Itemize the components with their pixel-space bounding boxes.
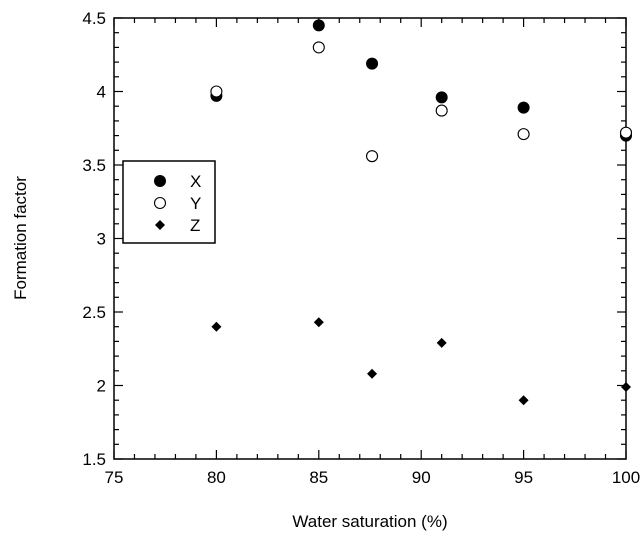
y-tick-label: 4.5 bbox=[82, 9, 106, 28]
data-point-y bbox=[517, 128, 530, 141]
legend: X Y Z bbox=[122, 160, 216, 244]
data-point-x bbox=[312, 19, 325, 32]
axis-tick-labels: 75 80 85 90 95 100 1.5 2 2.5 3 3.5 4 4.5 bbox=[82, 9, 640, 487]
legend-label-y: Y bbox=[190, 194, 201, 213]
data-point-z bbox=[367, 368, 378, 379]
y-tick-label: 4 bbox=[97, 83, 106, 102]
data-points bbox=[210, 19, 633, 406]
legend-label-x: X bbox=[190, 172, 201, 191]
data-point-y bbox=[210, 85, 223, 98]
data-point-y bbox=[312, 41, 325, 54]
data-point-x bbox=[366, 57, 379, 70]
data-point-z bbox=[518, 395, 529, 406]
legend-marker-z bbox=[155, 220, 165, 230]
y-tick-label: 1.5 bbox=[82, 450, 106, 469]
legend-marker-y bbox=[153, 196, 167, 210]
x-tick-label: 80 bbox=[207, 468, 226, 487]
legend-marker-x bbox=[154, 175, 166, 187]
y-tick-label: 2.5 bbox=[82, 303, 106, 322]
y-axis-title: Formation factor bbox=[11, 176, 30, 300]
x-tick-label: 100 bbox=[612, 468, 640, 487]
x-tick-label: 85 bbox=[309, 468, 328, 487]
x-axis-title: Water saturation (%) bbox=[292, 512, 447, 531]
legend-label-z: Z bbox=[190, 216, 200, 235]
data-point-y bbox=[365, 150, 379, 163]
legend-box bbox=[122, 160, 216, 244]
data-point-z bbox=[211, 321, 222, 332]
data-point-y bbox=[435, 104, 448, 117]
y-tick-label: 3 bbox=[97, 230, 106, 249]
data-point-z bbox=[313, 317, 324, 328]
y-tick-label: 2 bbox=[97, 377, 106, 396]
data-point-z bbox=[621, 381, 631, 392]
x-tick-label: 90 bbox=[412, 468, 431, 487]
y-tick-label: 3.5 bbox=[82, 156, 106, 175]
x-tick-label: 95 bbox=[514, 468, 533, 487]
data-point-z bbox=[436, 337, 447, 348]
data-point-y bbox=[619, 126, 633, 139]
x-tick-label: 75 bbox=[105, 468, 124, 487]
data-point-x bbox=[435, 91, 448, 104]
data-point-x bbox=[517, 101, 530, 114]
